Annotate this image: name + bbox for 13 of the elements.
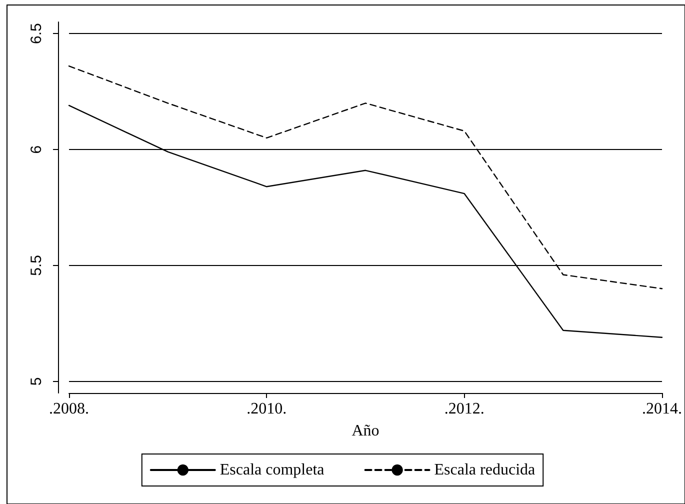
x-tick-label: .2014. [642, 400, 682, 418]
x-tick-label: .2008. [49, 400, 89, 418]
y-tick-label: 5.5 [28, 255, 45, 276]
y-tick-label: 6.5 [28, 23, 45, 44]
y-tick-label: 6 [28, 145, 45, 154]
x-tick-label: .2012. [444, 400, 484, 418]
x-axis-title: Año [352, 422, 380, 440]
y-tick-label: 5 [28, 377, 45, 386]
legend-label: Escala completa [220, 462, 324, 478]
line-series [68, 65, 663, 290]
legend-label: Escala reducida [434, 462, 536, 478]
line-series [68, 104, 663, 338]
x-tick-label: .2010. [246, 400, 287, 418]
